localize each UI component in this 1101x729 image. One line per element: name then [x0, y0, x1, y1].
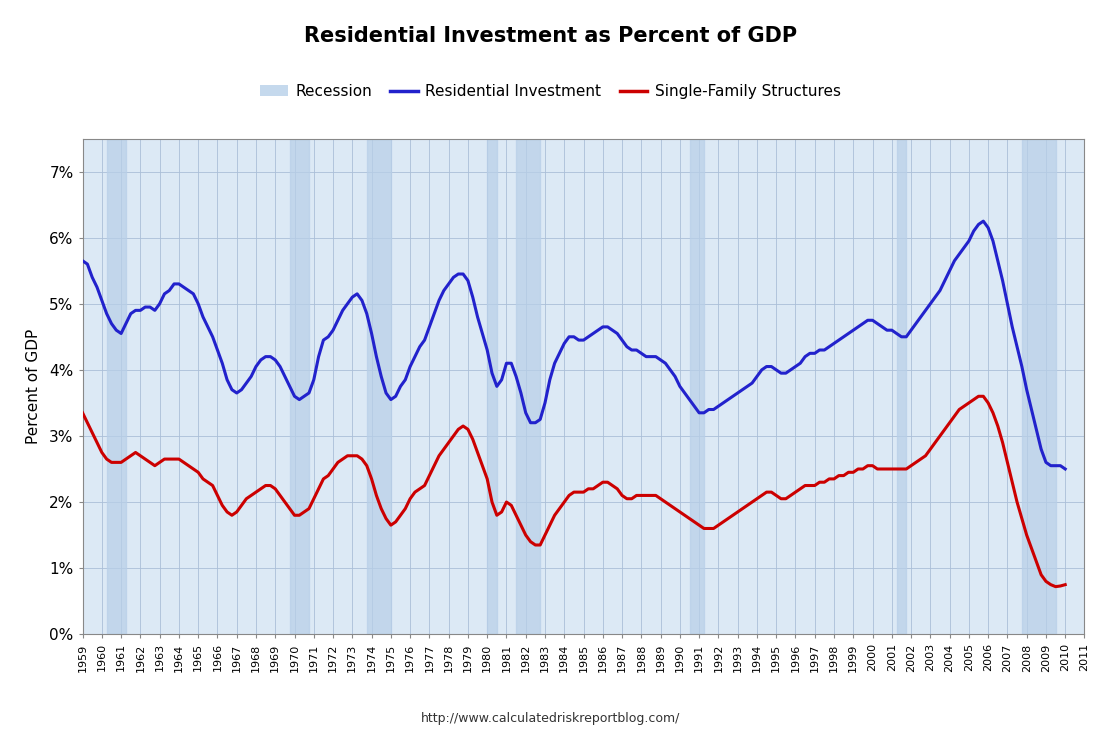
Bar	[487, 139, 497, 634]
Text: http://www.calculatedriskreportblog.com/: http://www.calculatedriskreportblog.com/	[421, 712, 680, 725]
Bar	[107, 139, 126, 634]
Bar	[1022, 139, 1056, 634]
Bar	[689, 139, 704, 634]
Y-axis label: Percent of GDP: Percent of GDP	[25, 329, 41, 444]
Bar	[367, 139, 391, 634]
Bar	[290, 139, 309, 634]
Legend: Recession, Residential Investment, Single-Family Structures: Recession, Residential Investment, Singl…	[260, 84, 841, 99]
Bar	[896, 139, 906, 634]
Bar	[516, 139, 541, 634]
Text: Residential Investment as Percent of GDP: Residential Investment as Percent of GDP	[304, 26, 797, 45]
